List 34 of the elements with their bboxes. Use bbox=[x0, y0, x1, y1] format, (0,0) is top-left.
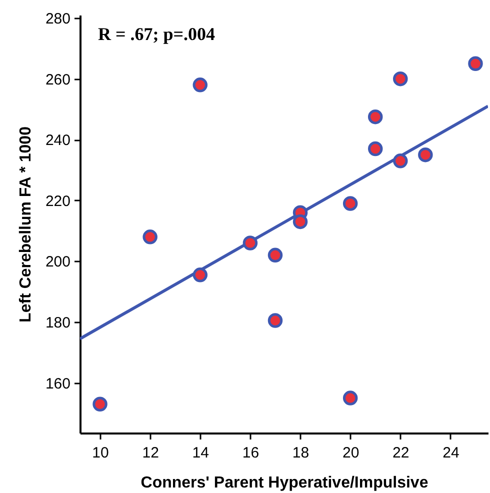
y-tick-label: 240 bbox=[45, 132, 70, 150]
point bbox=[292, 214, 308, 230]
point bbox=[418, 147, 433, 162]
point bbox=[142, 230, 158, 244]
point bbox=[393, 154, 408, 168]
point bbox=[192, 268, 208, 282]
point bbox=[268, 313, 283, 328]
point bbox=[342, 196, 358, 211]
point bbox=[393, 71, 408, 86]
y-axis-title: Left Cerebellum FA * 1000 bbox=[17, 126, 34, 322]
y-tick-label: 260 bbox=[45, 71, 70, 88]
y-tick-label: 160 bbox=[45, 375, 70, 392]
point bbox=[192, 78, 208, 92]
x-tick-label: 16 bbox=[242, 444, 260, 462]
x-tick-label: 22 bbox=[392, 444, 410, 462]
point bbox=[368, 109, 383, 124]
y-tick-label: 220 bbox=[45, 192, 70, 210]
x-tick-label: 20 bbox=[342, 444, 360, 462]
x-axis-title: Conners' Parent Hyperative/Impulsive bbox=[140, 474, 428, 492]
point bbox=[468, 56, 483, 71]
point bbox=[242, 236, 258, 250]
x-tick-label: 24 bbox=[442, 444, 460, 462]
y-tick-label: 200 bbox=[45, 254, 70, 271]
x-tick-label: 12 bbox=[142, 444, 159, 462]
x-tick-label: 18 bbox=[292, 444, 310, 462]
point bbox=[368, 141, 383, 156]
point bbox=[342, 390, 358, 406]
x-tick-label: 10 bbox=[92, 444, 109, 462]
x-tick-label: 14 bbox=[192, 444, 209, 462]
y-tick-label: 180 bbox=[45, 314, 70, 332]
point bbox=[92, 396, 108, 412]
annotation: R = .67; p=.004 bbox=[98, 24, 216, 44]
point bbox=[268, 248, 283, 263]
y-tick-label: 280 bbox=[45, 10, 70, 28]
